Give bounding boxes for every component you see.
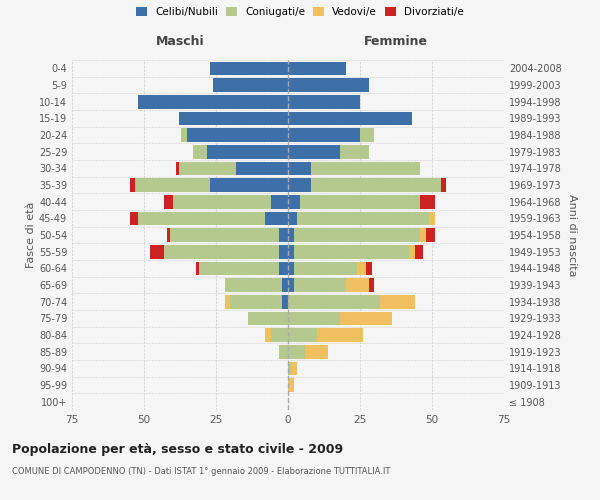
Bar (294, 262, 357, 275)
Bar (271, 328, 288, 342)
Bar (360, 128, 374, 142)
Y-axis label: Anni di nascita: Anni di nascita (567, 194, 577, 276)
Bar (294, 278, 346, 292)
Bar (409, 245, 415, 258)
Bar (288, 195, 299, 208)
Bar (224, 278, 282, 292)
Bar (288, 78, 368, 92)
Bar (179, 162, 236, 175)
Bar (193, 145, 208, 158)
Bar (230, 295, 282, 308)
Bar (421, 228, 426, 242)
Text: COMUNE DI CAMPODENNO (TN) - Dati ISTAT 1° gennaio 2009 - Elaborazione TUTTITALIA: COMUNE DI CAMPODENNO (TN) - Dati ISTAT 1… (12, 468, 391, 476)
Bar (288, 378, 294, 392)
Bar (288, 62, 346, 75)
Text: Femmine: Femmine (364, 34, 428, 48)
Bar (288, 112, 412, 125)
Text: Maschi: Maschi (155, 34, 205, 48)
Bar (282, 278, 288, 292)
Bar (288, 362, 291, 375)
Bar (164, 245, 280, 258)
Bar (288, 345, 305, 358)
Bar (288, 212, 296, 225)
Bar (288, 178, 311, 192)
Bar (340, 312, 392, 325)
Bar (311, 178, 440, 192)
Bar (265, 212, 288, 225)
Bar (288, 295, 380, 308)
Bar (199, 262, 280, 275)
Bar (346, 278, 368, 292)
Bar (208, 145, 288, 158)
Bar (311, 162, 421, 175)
Bar (213, 78, 288, 92)
Bar (196, 262, 199, 275)
Bar (167, 228, 170, 242)
Bar (282, 295, 288, 308)
Bar (288, 162, 311, 175)
Bar (288, 245, 294, 258)
Bar (368, 278, 374, 292)
Bar (176, 162, 179, 175)
Bar (179, 112, 288, 125)
Bar (294, 228, 421, 242)
Bar (170, 228, 280, 242)
Bar (288, 262, 294, 275)
Text: Popolazione per età, sesso e stato civile - 2009: Popolazione per età, sesso e stato civil… (12, 442, 343, 456)
Bar (210, 178, 288, 192)
Bar (291, 362, 296, 375)
Bar (288, 128, 360, 142)
Bar (296, 212, 429, 225)
Bar (280, 345, 288, 358)
Bar (187, 128, 288, 142)
Bar (138, 212, 265, 225)
Bar (280, 228, 288, 242)
Bar (288, 228, 294, 242)
Bar (340, 145, 368, 158)
Bar (305, 345, 328, 358)
Bar (426, 228, 435, 242)
Bar (288, 328, 317, 342)
Bar (265, 328, 271, 342)
Bar (210, 62, 288, 75)
Bar (440, 178, 446, 192)
Bar (130, 212, 138, 225)
Bar (366, 262, 371, 275)
Legend: Celibi/Nubili, Coniugati/e, Vedovi/e, Divorziati/e: Celibi/Nubili, Coniugati/e, Vedovi/e, Di… (134, 5, 466, 20)
Bar (181, 128, 187, 142)
Bar (136, 178, 210, 192)
Bar (299, 195, 421, 208)
Y-axis label: Fasce di età: Fasce di età (26, 202, 36, 268)
Bar (288, 145, 340, 158)
Bar (150, 245, 164, 258)
Bar (248, 312, 288, 325)
Bar (317, 328, 363, 342)
Bar (288, 312, 340, 325)
Bar (288, 95, 360, 108)
Bar (173, 195, 271, 208)
Bar (224, 295, 230, 308)
Bar (429, 212, 435, 225)
Bar (130, 178, 136, 192)
Bar (357, 262, 366, 275)
Bar (280, 262, 288, 275)
Bar (138, 95, 288, 108)
Bar (415, 245, 424, 258)
Bar (271, 195, 288, 208)
Bar (280, 245, 288, 258)
Bar (236, 162, 288, 175)
Bar (294, 245, 409, 258)
Bar (421, 195, 435, 208)
Bar (164, 195, 173, 208)
Bar (288, 278, 294, 292)
Bar (380, 295, 415, 308)
